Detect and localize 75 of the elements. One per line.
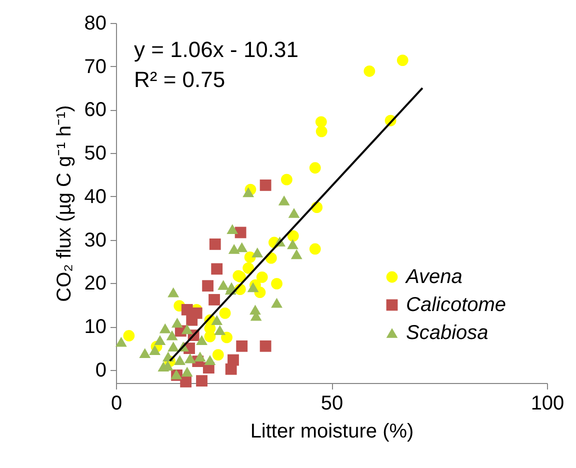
- point: [288, 208, 300, 218]
- point: [221, 332, 232, 344]
- point: [204, 355, 216, 365]
- point: [139, 348, 151, 358]
- point: [202, 280, 214, 292]
- point: [234, 226, 246, 238]
- point: [123, 330, 135, 342]
- y-tick-label: 80: [84, 12, 106, 34]
- point: [280, 174, 292, 186]
- annotation: R² = 0.75: [134, 67, 226, 92]
- point: [218, 280, 230, 290]
- point: [315, 116, 327, 128]
- point: [236, 340, 248, 352]
- point: [214, 325, 226, 336]
- y-axis-title: CO₂ flux (µg C g⁻¹ h⁻¹): [53, 105, 76, 302]
- y-tick-label: 30: [84, 229, 106, 252]
- point: [256, 271, 268, 283]
- point: [181, 324, 193, 334]
- y-tick-label: 70: [84, 56, 106, 78]
- point: [174, 355, 186, 365]
- point: [208, 294, 220, 306]
- x-axis-title: Litter moisture (%): [250, 420, 414, 442]
- point: [260, 180, 272, 191]
- point: [290, 249, 302, 260]
- point: [149, 345, 160, 355]
- x-tick-label: 100: [530, 392, 564, 414]
- point: [287, 230, 299, 242]
- point: [228, 244, 240, 254]
- point: [211, 315, 223, 326]
- point: [252, 248, 264, 258]
- y-tick-label: 60: [84, 99, 106, 122]
- y-tick-label: 0: [95, 359, 106, 382]
- point: [242, 187, 254, 198]
- point: [271, 298, 282, 308]
- point: [194, 352, 206, 362]
- y-tick-label: 10: [84, 316, 106, 338]
- y-tick-label: 20: [84, 272, 106, 295]
- point: [247, 282, 259, 292]
- point: [309, 243, 321, 255]
- point: [396, 54, 408, 66]
- point: [196, 375, 208, 387]
- point: [196, 335, 208, 345]
- point: [211, 263, 223, 275]
- point: [228, 354, 239, 366]
- point: [271, 278, 282, 290]
- point: [226, 224, 238, 234]
- point: [209, 238, 221, 250]
- point: [260, 340, 272, 352]
- y-tick-label: 40: [84, 186, 106, 208]
- point: [168, 287, 180, 298]
- point: [316, 126, 328, 138]
- point: [212, 349, 224, 360]
- x-tick-label: 0: [110, 392, 122, 414]
- point: [168, 342, 180, 352]
- y-tick-label: 50: [84, 142, 106, 165]
- point: [278, 195, 290, 206]
- legend-label: Avena: [405, 266, 462, 288]
- point: [159, 323, 171, 334]
- point: [219, 307, 231, 319]
- point: [180, 376, 192, 388]
- point: [242, 262, 254, 274]
- point: [166, 330, 178, 340]
- point: [172, 318, 183, 328]
- point: [309, 162, 321, 174]
- point: [115, 336, 127, 347]
- point: [287, 239, 298, 250]
- legend-label: Scabiosa: [406, 322, 488, 344]
- point: [154, 335, 166, 345]
- annotation: y = 1.06x - 10.31: [134, 37, 298, 62]
- legend-label: Calicotome: [406, 294, 506, 316]
- x-tick-label: 50: [320, 392, 344, 414]
- point: [181, 366, 193, 377]
- point: [364, 65, 376, 77]
- point: [184, 353, 196, 364]
- point: [236, 242, 248, 252]
